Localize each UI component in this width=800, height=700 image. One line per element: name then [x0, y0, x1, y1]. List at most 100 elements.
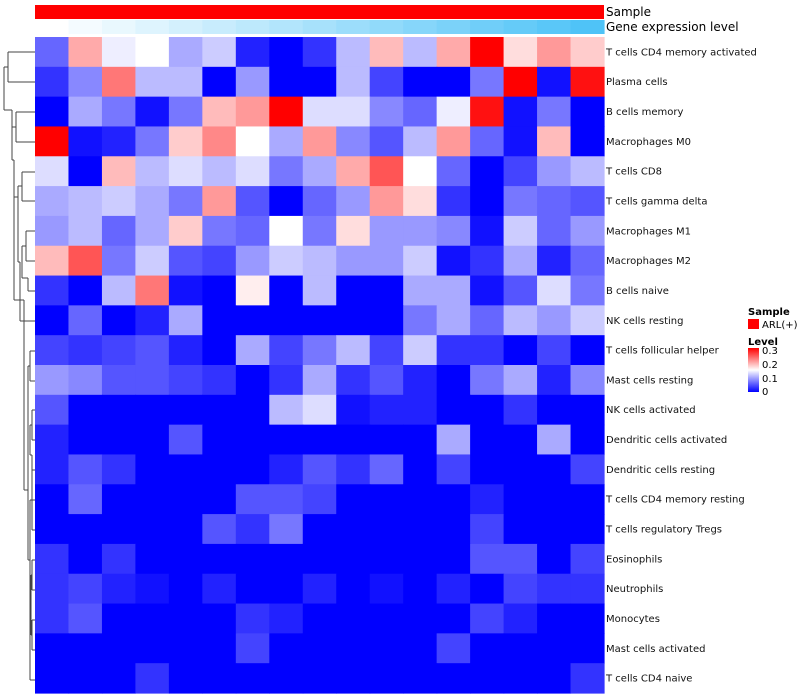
heatmap-cell: [135, 543, 170, 575]
row-label: Plasma cells: [606, 77, 668, 88]
heatmap-cell: [235, 543, 270, 575]
heatmap-cell: [68, 603, 103, 634]
heatmap-cell: [336, 424, 371, 456]
heatmap-cell: [35, 633, 70, 664]
heatmap-cell: [570, 394, 605, 426]
heatmap-cell: [168, 394, 203, 426]
heatmap-cell: [135, 126, 170, 157]
heatmap-cell: [570, 514, 605, 545]
heatmap-cell: [269, 245, 304, 277]
heatmap-cell: [336, 394, 371, 426]
heatmap-cell: [369, 186, 404, 217]
heatmap-cell: [101, 663, 137, 694]
heatmap-cell: [403, 66, 438, 98]
heatmap-cell: [168, 365, 203, 396]
gene-expression-cell: [235, 20, 270, 34]
heatmap-cell: [101, 335, 137, 366]
heatmap-cell: [570, 126, 605, 157]
heatmap-cell: [302, 245, 337, 277]
heatmap-cell: [369, 454, 404, 485]
heatmap-cell: [537, 573, 572, 605]
heatmap-cell: [68, 126, 103, 157]
legend-level-colorbar: [748, 348, 759, 392]
heatmap-cell: [503, 424, 538, 456]
heatmap-cell: [168, 424, 203, 456]
gene-expression-cell: [35, 20, 70, 34]
heatmap-cell: [302, 215, 337, 247]
heatmap-cell: [470, 484, 505, 515]
heatmap-cell: [202, 543, 237, 575]
heatmap-cell: [168, 275, 203, 306]
heatmap-cell: [369, 573, 404, 605]
heatmap-cell: [537, 245, 572, 277]
heatmap-cell: [336, 126, 371, 157]
heatmap-cell: [68, 394, 103, 426]
heatmap-cell: [202, 365, 237, 396]
heatmap-cell: [269, 37, 304, 68]
row-label: Monocytes: [606, 614, 660, 625]
heatmap-cell: [168, 633, 203, 664]
heatmap-cell: [35, 365, 70, 396]
heatmap-cell: [135, 186, 170, 217]
heatmap-cell: [35, 126, 70, 157]
heatmap-cell: [436, 633, 471, 664]
heatmap-cell: [537, 365, 572, 396]
row-label: Mast cells activated: [606, 644, 705, 655]
heatmap-cell: [336, 335, 371, 366]
row-label: Macrophages M0: [606, 137, 691, 148]
heatmap-cell: [269, 573, 304, 605]
heatmap-cell: [570, 186, 605, 217]
gene-expression-cell: [135, 20, 170, 34]
heatmap-cell: [570, 96, 605, 128]
heatmap-cell: [470, 633, 505, 664]
heatmap-cell: [302, 365, 337, 396]
row-label: B cells naive: [606, 286, 669, 297]
heatmap-cell: [336, 66, 371, 98]
heatmap-cell: [403, 543, 438, 575]
heatmap-cell: [503, 275, 538, 306]
heatmap-cell: [570, 573, 605, 605]
row-label: T cells follicular helper: [605, 346, 720, 357]
heatmap-cell: [436, 66, 471, 98]
heatmap-cell: [135, 454, 170, 485]
heatmap-cell: [302, 275, 337, 306]
heatmap-cell: [68, 275, 103, 306]
heatmap-cell: [269, 305, 304, 336]
heatmap-cell: [101, 603, 137, 634]
heatmap-cell: [168, 305, 203, 336]
gene-expression-cell: [369, 20, 404, 34]
heatmap-cell: [403, 484, 438, 515]
heatmap-cell: [403, 573, 438, 605]
heatmap-cell: [436, 275, 471, 306]
heatmap-cell: [470, 215, 505, 247]
heatmap-cell: [436, 663, 471, 694]
heatmap-cell: [202, 603, 237, 634]
heatmap-cell: [570, 424, 605, 456]
legend-level-tick-0: 0: [762, 387, 768, 398]
heatmap-cell: [35, 335, 70, 366]
heatmap-cell: [302, 96, 337, 128]
heatmap-cell: [537, 186, 572, 217]
gene-expression-cell: [101, 20, 137, 34]
heatmap-cell: [336, 245, 371, 277]
heatmap-cell: [403, 514, 438, 545]
heatmap-cell: [168, 663, 203, 694]
heatmap-cell: [403, 245, 438, 277]
heatmap-cell: [302, 484, 337, 515]
heatmap-cell: [168, 454, 203, 485]
heatmap-cell: [302, 603, 337, 634]
row-label: NK cells activated: [606, 405, 696, 416]
heatmap-cell: [537, 603, 572, 634]
heatmap-cell: [235, 126, 270, 157]
heatmap-cell: [403, 394, 438, 426]
heatmap-cell: [68, 663, 103, 694]
heatmap-cell: [68, 37, 103, 68]
heatmap-cell: [537, 394, 572, 426]
heatmap-cell: [202, 275, 237, 306]
row-label: Macrophages M2: [606, 256, 691, 267]
heatmap-cell: [135, 96, 170, 128]
heatmap-cell: [570, 156, 605, 187]
heatmap-cell: [101, 365, 137, 396]
legend-level-title: Level: [748, 337, 778, 348]
heatmap-cell: [35, 603, 70, 634]
